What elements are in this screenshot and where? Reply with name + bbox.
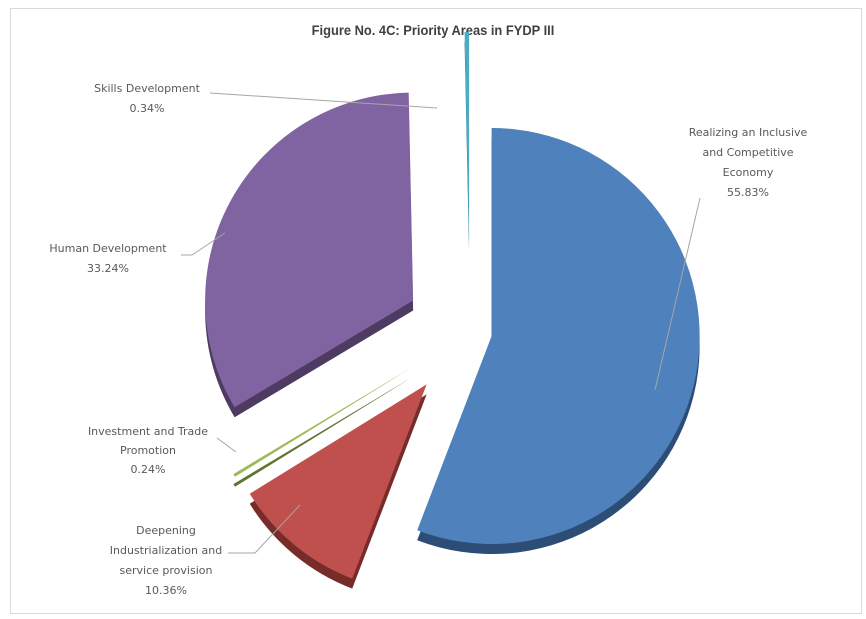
data-label-category: Investment and Trade [88,425,208,438]
pie-slice-1 [417,128,700,545]
leader-line [654,197,701,391]
leader-line [181,232,226,256]
data-label-category: Skills Development [94,82,200,95]
pie-slice-2 [249,384,427,579]
chart-title: Figure No. 4C: Priority Areas in FYDP II… [311,22,555,38]
data-label-category: and Competitive [702,146,793,159]
data-label-category: Deepening [136,524,196,537]
data-label-value: 0.34% [130,102,165,115]
pie-slice-5 [464,32,470,241]
data-label-category: Industrialization and [110,544,222,557]
pie-slice-depth [233,377,412,487]
data-label-category: Promotion [120,444,176,457]
leader-line [216,437,237,453]
data-label-category: Realizing an Inclusive [689,126,808,139]
pie-slice-3 [233,367,412,477]
data-label-value: 55.83% [727,186,769,199]
leader-line [228,504,301,554]
data-label-category: service provision [120,564,213,577]
data-label-value: 0.24% [131,463,166,476]
data-label-category: Human Development [49,242,167,255]
data-label-value: 33.24% [87,262,129,275]
pie-slice-4 [205,92,414,408]
leader-line [209,92,438,109]
data-label-value: 10.36% [145,584,187,597]
data-label-category: Economy [723,166,774,179]
